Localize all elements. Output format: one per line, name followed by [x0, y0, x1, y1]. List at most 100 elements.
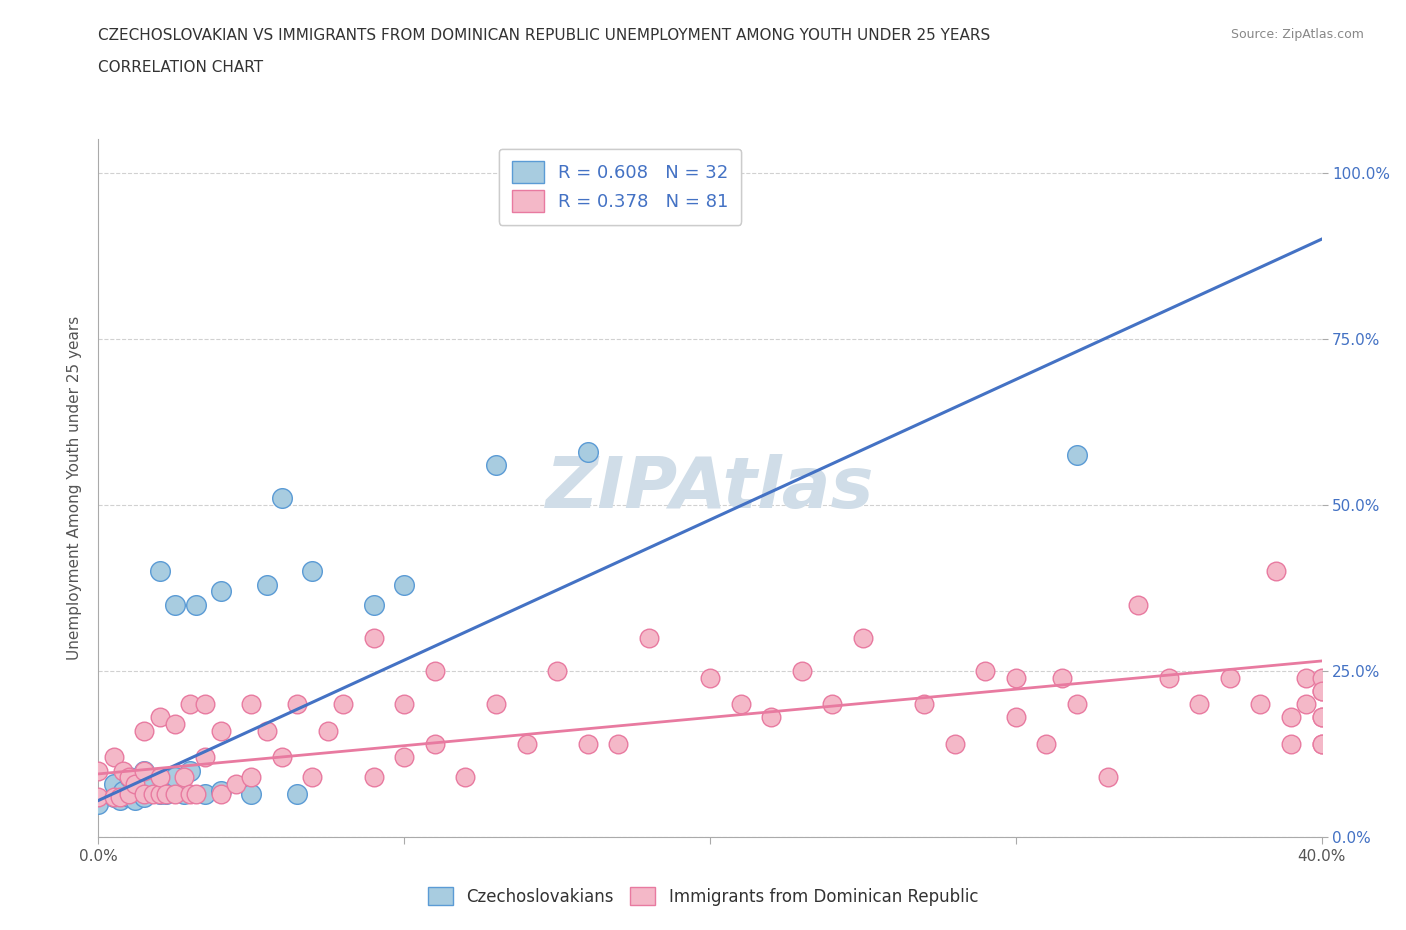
Point — [209, 787, 232, 802]
Point — [546, 663, 568, 678]
Point — [363, 597, 385, 612]
Point — [134, 790, 156, 804]
Point — [392, 697, 416, 711]
Point — [423, 737, 446, 751]
Point — [1279, 737, 1302, 751]
Point — [1310, 737, 1333, 751]
Point — [1157, 671, 1180, 685]
Point — [285, 787, 308, 802]
Point — [240, 697, 263, 711]
Point — [149, 770, 172, 785]
Point — [108, 790, 131, 804]
Point — [1310, 710, 1333, 724]
Y-axis label: Unemployment Among Youth under 25 years: Unemployment Among Youth under 25 years — [67, 316, 83, 660]
Point — [1310, 737, 1333, 751]
Point — [149, 787, 172, 802]
Point — [240, 770, 263, 785]
Point — [225, 777, 247, 791]
Point — [1310, 684, 1333, 698]
Point — [1295, 697, 1317, 711]
Point — [103, 750, 125, 764]
Legend: R = 0.608   N = 32, R = 0.378   N = 81: R = 0.608 N = 32, R = 0.378 N = 81 — [499, 149, 741, 225]
Point — [173, 770, 195, 785]
Point — [1249, 697, 1271, 711]
Point — [179, 764, 201, 778]
Point — [87, 790, 110, 804]
Point — [1050, 671, 1073, 685]
Point — [173, 787, 195, 802]
Point — [1310, 671, 1333, 685]
Point — [363, 770, 385, 785]
Point — [134, 764, 156, 778]
Text: ZIPAtlas: ZIPAtlas — [546, 454, 875, 523]
Point — [974, 663, 997, 678]
Legend: Czechoslovakians, Immigrants from Dominican Republic: Czechoslovakians, Immigrants from Domini… — [422, 881, 984, 912]
Point — [194, 697, 217, 711]
Point — [186, 787, 208, 802]
Point — [392, 578, 416, 592]
Point — [316, 724, 339, 738]
Point — [118, 790, 141, 804]
Point — [186, 597, 208, 612]
Point — [821, 697, 844, 711]
Point — [118, 770, 141, 785]
Point — [108, 793, 131, 808]
Point — [270, 750, 292, 764]
Point — [134, 764, 156, 778]
Point — [134, 724, 156, 738]
Point — [194, 750, 217, 764]
Point — [1310, 710, 1333, 724]
Point — [149, 564, 172, 578]
Point — [943, 737, 966, 751]
Point — [149, 710, 172, 724]
Point — [179, 787, 201, 802]
Text: CZECHOSLOVAKIAN VS IMMIGRANTS FROM DOMINICAN REPUBLIC UNEMPLOYMENT AMONG YOUTH U: CZECHOSLOVAKIAN VS IMMIGRANTS FROM DOMIN… — [98, 28, 991, 43]
Point — [209, 724, 232, 738]
Point — [134, 787, 156, 802]
Point — [163, 787, 186, 802]
Point — [118, 770, 141, 785]
Point — [1310, 684, 1333, 698]
Point — [155, 787, 177, 802]
Point — [111, 783, 134, 798]
Point — [699, 671, 721, 685]
Point — [516, 737, 538, 751]
Point — [1219, 671, 1241, 685]
Point — [852, 631, 875, 645]
Point — [485, 697, 508, 711]
Point — [1264, 564, 1286, 578]
Point — [1004, 710, 1026, 724]
Point — [118, 787, 141, 802]
Point — [423, 663, 446, 678]
Point — [103, 777, 125, 791]
Point — [1295, 671, 1317, 685]
Point — [209, 584, 232, 599]
Point — [1066, 697, 1088, 711]
Point — [363, 631, 385, 645]
Point — [759, 710, 782, 724]
Point — [163, 717, 186, 732]
Point — [607, 737, 630, 751]
Point — [270, 491, 292, 506]
Point — [1066, 447, 1088, 462]
Point — [454, 770, 477, 785]
Point — [912, 697, 935, 711]
Point — [332, 697, 354, 711]
Point — [256, 578, 278, 592]
Point — [301, 770, 323, 785]
Point — [285, 697, 308, 711]
Point — [240, 787, 263, 802]
Point — [163, 597, 186, 612]
Point — [392, 750, 416, 764]
Point — [256, 724, 278, 738]
Point — [124, 777, 146, 791]
Point — [730, 697, 752, 711]
Point — [301, 564, 323, 578]
Point — [1004, 671, 1026, 685]
Point — [1097, 770, 1119, 785]
Point — [155, 787, 177, 802]
Point — [194, 787, 217, 802]
Point — [1128, 597, 1150, 612]
Point — [209, 783, 232, 798]
Point — [1188, 697, 1211, 711]
